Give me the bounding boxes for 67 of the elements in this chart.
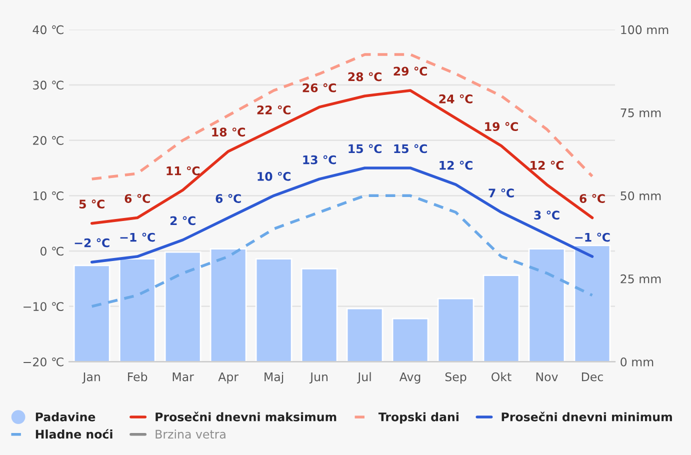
legend-label: Hladne noći xyxy=(36,429,112,439)
data-label: 5 ℃ xyxy=(79,200,104,209)
data-label: 19 ℃ xyxy=(485,122,518,132)
x-tick-label: Jun xyxy=(309,372,328,384)
legend-label: Prosečni dnevni maksimum xyxy=(156,412,336,422)
data-label: 12 ℃ xyxy=(530,160,564,170)
data-label: 18 ℃ xyxy=(212,128,245,137)
y-tick-label: 30 ℃ xyxy=(33,80,64,90)
bar xyxy=(210,248,247,362)
data-label: −1 ℃ xyxy=(120,232,155,242)
x-tick-label: Sep xyxy=(445,372,466,384)
bar xyxy=(574,244,611,362)
legend-label: Padavine xyxy=(36,412,96,422)
data-label: 6 ℃ xyxy=(216,194,241,204)
bar xyxy=(73,264,110,362)
data-label: 6 ℃ xyxy=(580,194,605,204)
data-label: 10 ℃ xyxy=(258,172,290,181)
bar xyxy=(164,251,202,362)
y2-tick-label: 50 mm xyxy=(620,191,661,200)
y-tick-label: 0 ℃ xyxy=(40,246,64,256)
data-label: 29 ℃ xyxy=(394,66,427,76)
y-tick-label: 10 ℃ xyxy=(34,191,64,200)
y-tick-label: 40 ℃ xyxy=(32,25,64,34)
x-tick-label: Jul xyxy=(357,372,371,384)
data-label: 6 ℃ xyxy=(124,194,150,204)
bar xyxy=(392,318,429,362)
bar xyxy=(437,298,474,362)
y2-tick-label: 100 mm xyxy=(621,25,668,34)
bar xyxy=(528,248,566,362)
bar xyxy=(255,258,292,362)
data-label: 15 ℃ xyxy=(348,144,382,154)
x-tick-label: Feb xyxy=(128,372,148,382)
x-tick-label: Jan xyxy=(82,372,100,384)
legend-label: Prosečni dnevni minimum xyxy=(502,412,672,422)
y2-tick-label: 0 mm xyxy=(620,357,654,366)
x-tick-label: Apr xyxy=(218,372,239,384)
data-label: 28 ℃ xyxy=(348,72,382,82)
data-label: 24 ℃ xyxy=(439,94,472,104)
legend-label: Tropski dani xyxy=(378,412,458,424)
data-label: 2 ℃ xyxy=(170,216,196,226)
x-tick-label: Avg xyxy=(399,372,420,384)
x-tick-label: Dec xyxy=(582,372,603,382)
data-label: 13 ℃ xyxy=(303,155,336,164)
bar xyxy=(300,268,338,362)
data-label: 3 ℃ xyxy=(534,210,560,220)
data-label: −2 ℃ xyxy=(74,238,110,248)
y-tick-label: 20 ℃ xyxy=(33,136,64,145)
x-tick-label: Mar xyxy=(172,372,194,382)
line-series xyxy=(90,53,594,180)
bar xyxy=(118,258,156,362)
y-tick-label: −10 ℃ xyxy=(24,302,64,312)
data-label: 15 ℃ xyxy=(394,144,427,154)
data-label: 7 ℃ xyxy=(488,188,514,198)
data-label: 26 ℃ xyxy=(302,83,336,92)
legend-label: Brzina vetra xyxy=(156,430,226,439)
y-tick-label: −20 ℃ xyxy=(24,357,64,366)
y2-tick-label: 75 mm xyxy=(620,108,661,118)
data-label: 12 ℃ xyxy=(440,160,472,170)
bar xyxy=(482,274,520,362)
y2-tick-label: 25 mm xyxy=(620,274,661,284)
data-label: −1 ℃ xyxy=(575,232,610,242)
data-label: 22 ℃ xyxy=(257,105,290,114)
x-tick-label: Nov xyxy=(536,372,558,382)
data-label: 11 ℃ xyxy=(166,166,200,176)
x-tick-label: Maj xyxy=(264,372,284,384)
bar xyxy=(346,308,384,362)
x-tick-label: Okt xyxy=(492,372,512,382)
